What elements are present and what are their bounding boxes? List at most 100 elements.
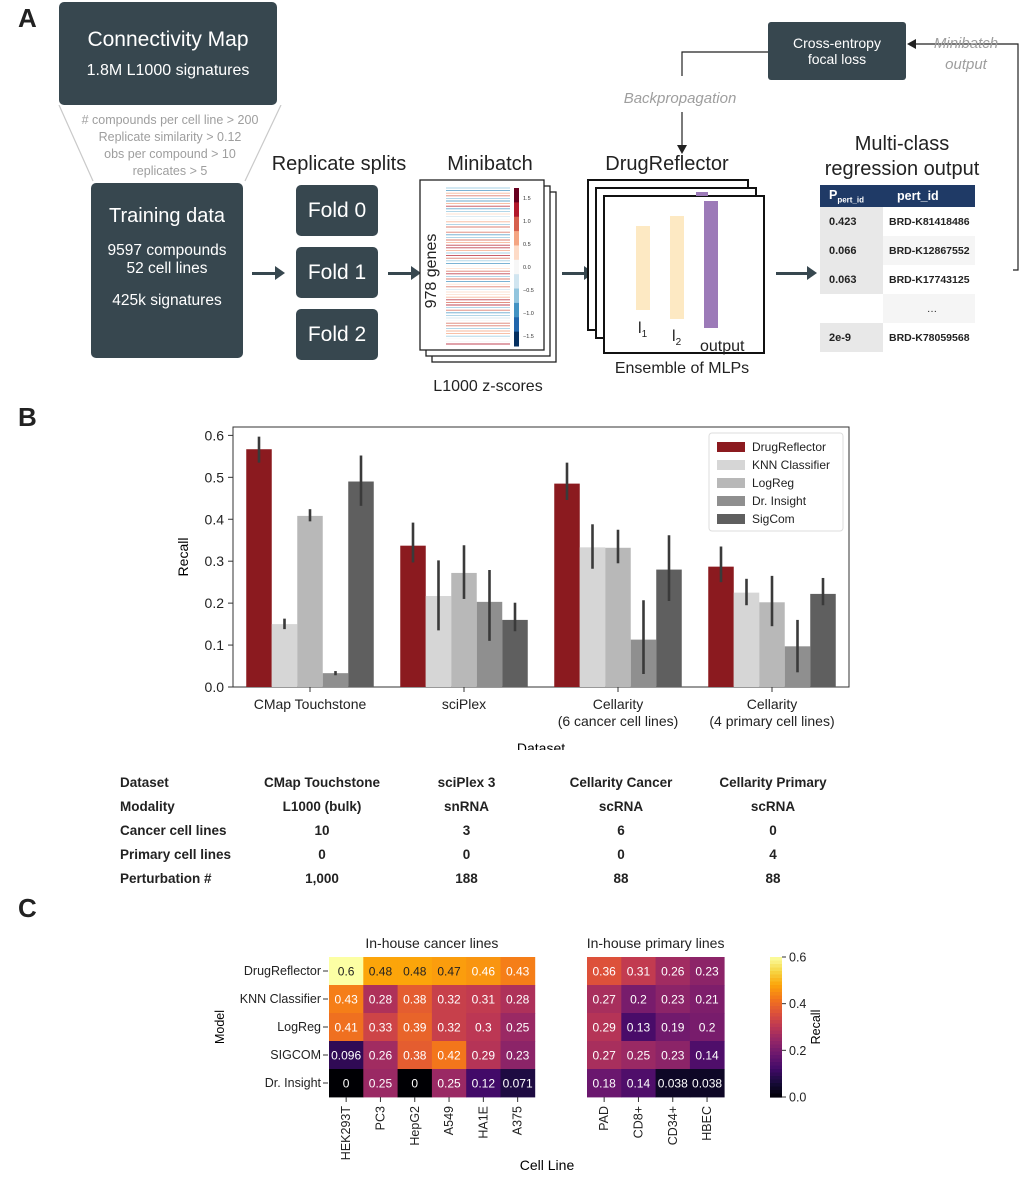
minibatch-colorbar-segment	[514, 216, 519, 232]
feedback-arrows	[677, 39, 1019, 271]
heatmap-cell-value: 0.29	[592, 1021, 616, 1035]
heatmap-group-title: In-house primary lines	[587, 935, 725, 951]
fold-0: Fold 0	[296, 185, 378, 236]
bar	[810, 593, 836, 687]
heatmap-cell	[397, 957, 433, 986]
heatmap-cell-value: 0.42	[437, 1049, 461, 1063]
heatmap-colorbar-segment	[770, 992, 782, 997]
y-tick-label: 0.1	[205, 637, 225, 653]
heatmap-colorbar-segment	[770, 1090, 782, 1095]
heatmap-colorbar-segment	[770, 1030, 782, 1035]
heatmap-row-label: KNN Classifier	[240, 992, 321, 1006]
heatmap-col-label: HepG2	[408, 1106, 422, 1146]
x-tick-label: (4 primary cell lines)	[709, 713, 834, 729]
heatmap-colorbar-segment	[770, 985, 782, 990]
y-tick-label: 0.0	[205, 679, 225, 695]
heatmap-cell	[466, 1013, 501, 1042]
heatmap-cell-value: 0.2	[630, 993, 647, 1007]
heatmap-cell-value: 0.46	[472, 965, 496, 979]
cmap-subtitle: 1.8M L1000 signatures	[86, 61, 250, 79]
heatmap-col-label: PAD	[597, 1106, 611, 1131]
heatmap-colorbar-tick-label: 0.0	[789, 1091, 806, 1105]
replicate-splits-title: Replicate splits	[271, 153, 407, 175]
header-pert-id: pert_id	[897, 189, 939, 203]
minibatch-output-label: Minibatch output	[933, 35, 999, 73]
heatmap-cell-value: 0.19	[661, 1021, 685, 1035]
filter-compounds: # compounds per cell line > 200	[81, 113, 259, 127]
heatmap-cell	[363, 1041, 398, 1070]
regression-rows: 0.423 BRD-K81418486 0.066 BRD-K12867552 0.06…	[820, 207, 975, 352]
regression-table: Ppert_id pert_id 0.423 BRD-K81418486 0.066…	[820, 185, 975, 352]
heatmap-cell-value: 0.28	[506, 993, 530, 1007]
heatmap-cell-value: 0.2	[699, 1021, 716, 1035]
minibatch-colorbar-tick: 0.0	[523, 265, 531, 271]
meta-cell: 188	[455, 870, 478, 886]
heatmap-cell-value: 0.25	[369, 1077, 393, 1091]
heatmap-cell-value: 0.14	[695, 1049, 719, 1063]
heatmap-colorbar-segment	[770, 1083, 782, 1088]
minibatch-colorbar-segment	[514, 331, 519, 347]
heatmap-colorbar-segment	[770, 1048, 782, 1053]
heatmap-cell-value: 0.096	[331, 1049, 361, 1063]
heatmap-cell	[431, 1041, 467, 1070]
heatmap-cell	[655, 1013, 691, 1042]
heatmap-row-label: SIGCOM	[270, 1048, 321, 1062]
legend-label: KNN Classifier	[752, 458, 830, 472]
meta-row: Cancer cell lines 10 3 6 0	[120, 819, 843, 841]
filter-replicates: replicates > 5	[132, 164, 208, 178]
regression-pert-id: BRD-K81418486	[883, 207, 975, 236]
heatmap-cell	[655, 1069, 691, 1098]
heatmap-colorbar-segment	[770, 1076, 782, 1081]
heatmap-cell	[621, 985, 656, 1014]
minibatch-colorbar-tick: 1.5	[523, 196, 531, 202]
heatmap-colorbar-tick-label: 0.6	[789, 951, 806, 965]
x-tick-label: Cellarity	[593, 696, 644, 712]
l2-label: l2	[672, 328, 682, 349]
heatmap-cell	[689, 1069, 725, 1098]
meta-cell: Cellarity Primary	[719, 774, 827, 790]
fold-1: Fold 1	[296, 247, 378, 298]
heatmap-group-title: In-house cancer lines	[365, 935, 498, 951]
regression-row: 2e-9 BRD-K78059568	[820, 323, 975, 352]
heatmap-colorbar-segment	[770, 978, 782, 983]
minibatch-colorbar: 1.5 1.0 0.5 0.0 −0.5 −1.0 −1.5	[514, 188, 534, 347]
heatmap-colorbar-segment	[770, 1034, 782, 1039]
heatmap-cell	[500, 1041, 536, 1070]
heatmap-cell-value: 0.32	[437, 1021, 461, 1035]
bar	[246, 449, 272, 687]
meta-cell: scRNA	[598, 798, 644, 814]
minibatch-colorbar-segment	[514, 245, 519, 261]
bar	[348, 481, 374, 687]
arrow-minibatch-to-model	[562, 266, 594, 280]
regression-probability: 0.063	[820, 265, 883, 294]
heatmap-cell-value: 0.25	[627, 1049, 651, 1063]
heatmap-colorbar-tick-label: 0.2	[789, 1044, 806, 1058]
recall-bar-chart: 0.0 0.1 0.2 0.3 0.4 0.5 0.6 Recall CMap Touchsto…	[175, 426, 850, 750]
heatmap-cell-value: 0.38	[403, 993, 427, 1007]
heatmap-col-label: HEK293T	[339, 1106, 353, 1161]
heatmap-colorbar-segment	[770, 1041, 782, 1046]
panel-c-letter: C	[18, 893, 37, 923]
minibatch-colorbar-tick: −0.5	[523, 288, 534, 294]
fold-2: Fold 2	[296, 309, 378, 360]
heatmap-colorbar-segment	[770, 1023, 782, 1028]
drugreflector-title: DrugReflector	[605, 153, 729, 175]
heatmap-cell-value: 0.14	[627, 1077, 651, 1091]
regression-probability: 2e-9	[820, 323, 883, 352]
minibatch-colorbar-segment	[514, 317, 519, 333]
heatmap-cell	[466, 1069, 501, 1098]
training-signatures: 425k signatures	[112, 292, 222, 309]
heatmap-col-label: HA1E	[476, 1106, 490, 1139]
heatmap-colorbar-segment	[770, 971, 782, 976]
dataset-meta-table: Dataset CMap Touchstone sciPlex 3 Cellarity…	[118, 769, 845, 891]
heatmap-col-label: HBEC	[700, 1106, 714, 1141]
meta-row-label: Cancer cell lines	[120, 822, 227, 838]
heatmap-cell	[329, 1041, 364, 1070]
heatmap-col-label: CD34+	[666, 1106, 680, 1145]
heatmap-col-label: A375	[511, 1106, 525, 1135]
heatmap-cell	[363, 985, 398, 1014]
heatmap-cell-value: 0.23	[506, 1049, 530, 1063]
bar	[271, 624, 298, 687]
meta-cell: Cellarity Cancer	[569, 774, 673, 790]
heatmap-cell-value: 0	[343, 1077, 350, 1091]
